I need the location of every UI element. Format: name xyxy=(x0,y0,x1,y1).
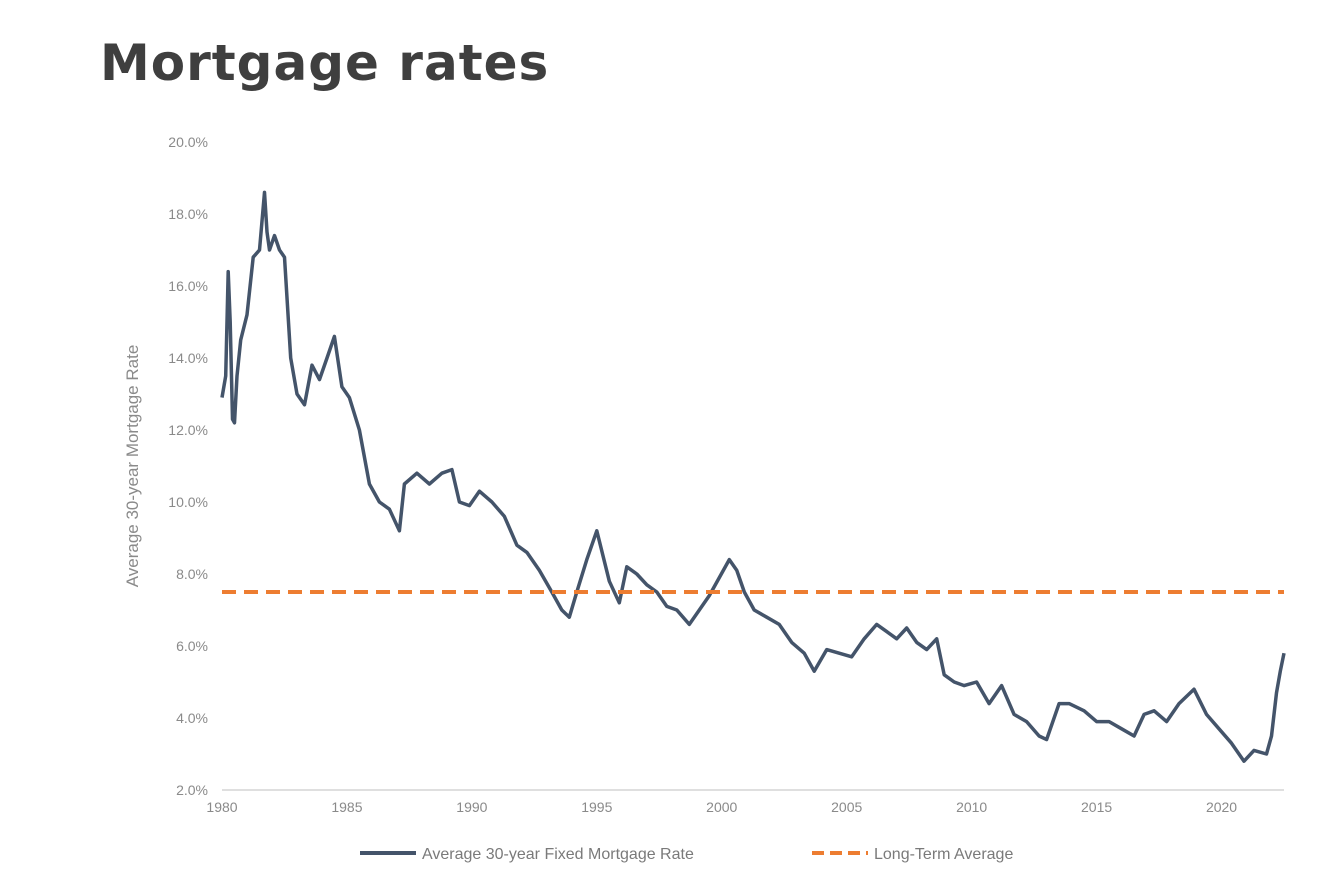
x-tick-label: 2020 xyxy=(1206,799,1237,815)
y-tick-label: 20.0% xyxy=(168,134,208,150)
y-tick-label: 2.0% xyxy=(176,782,208,798)
y-tick-label: 14.0% xyxy=(168,350,208,366)
y-axis-ticks: 2.0% 4.0% 6.0% 8.0% 10.0% 12.0% 14.0% 16.0% 18.0… xyxy=(168,134,208,798)
x-tick-label: 2015 xyxy=(1081,799,1112,815)
x-tick-label: 2005 xyxy=(831,799,862,815)
y-tick-label: 16.0% xyxy=(168,278,208,294)
legend-label-long-term-average: Long-Term Average xyxy=(874,846,1013,863)
y-tick-label: 12.0% xyxy=(168,422,208,438)
x-tick-label: 1980 xyxy=(206,799,237,815)
x-tick-label: 1990 xyxy=(456,799,487,815)
y-tick-label: 8.0% xyxy=(176,566,208,582)
y-tick-label: 10.0% xyxy=(168,494,208,510)
page-title: Mortgage rates xyxy=(100,34,550,92)
series-layer xyxy=(220,190,1286,763)
legend-label-mortgage-rate: Average 30-year Fixed Mortgage Rate xyxy=(422,846,694,863)
x-tick-label: 1985 xyxy=(331,799,362,815)
mortgage-rate-line xyxy=(220,190,1286,763)
x-tick-label: 1995 xyxy=(581,799,612,815)
x-tick-label: 2010 xyxy=(956,799,987,815)
x-tick-label: 2000 xyxy=(706,799,737,815)
y-tick-label: 6.0% xyxy=(176,638,208,654)
x-axis-ticks: 1980 1985 1990 1995 2000 2005 2010 2015 2020 xyxy=(206,799,1237,815)
legend: Average 30-year Fixed Mortgage Rate Long… xyxy=(360,846,1013,863)
y-tick-label: 4.0% xyxy=(176,710,208,726)
y-axis-label: Average 30-year Mortgage Rate xyxy=(123,345,142,588)
y-tick-label: 18.0% xyxy=(168,206,208,222)
